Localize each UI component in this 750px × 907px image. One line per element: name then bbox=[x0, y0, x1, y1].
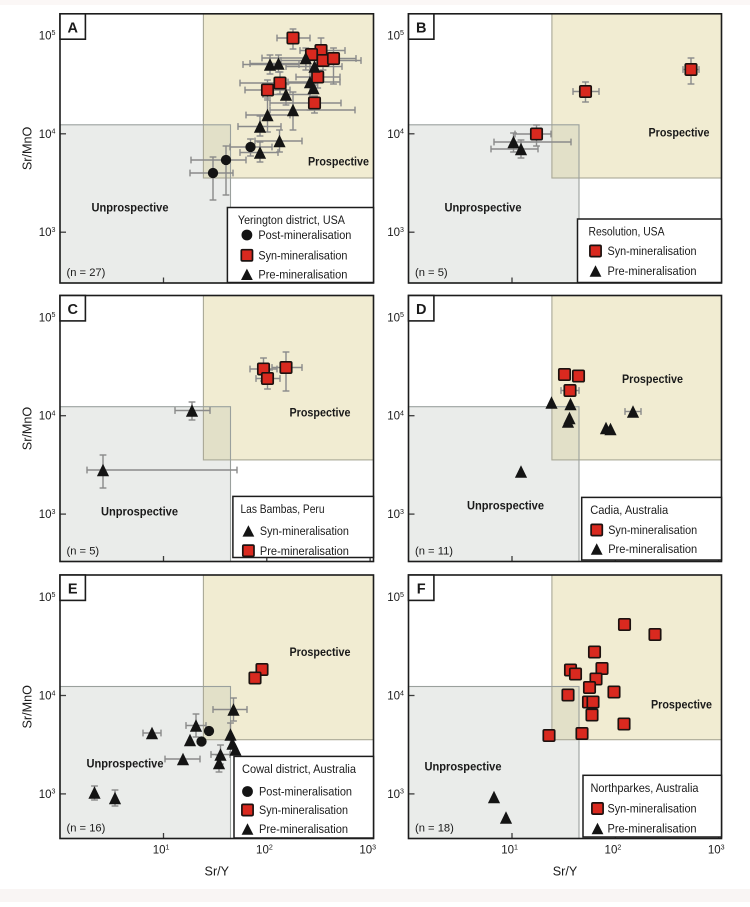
svg-text:Sr/Y: Sr/Y bbox=[205, 865, 230, 879]
svg-text:Cadia, Australia: Cadia, Australia bbox=[590, 503, 668, 517]
svg-text:104: 104 bbox=[39, 410, 56, 423]
svg-text:Unprospective: Unprospective bbox=[467, 499, 544, 513]
svg-text:(n = 18): (n = 18) bbox=[415, 823, 454, 835]
svg-text:F: F bbox=[417, 582, 426, 598]
svg-text:102: 102 bbox=[605, 843, 622, 856]
svg-text:B: B bbox=[416, 20, 426, 36]
svg-text:101: 101 bbox=[501, 843, 518, 856]
svg-text:105: 105 bbox=[39, 311, 56, 324]
svg-text:Prospective: Prospective bbox=[308, 155, 369, 169]
svg-text:Syn-mineralisation: Syn-mineralisation bbox=[258, 249, 347, 263]
svg-text:103: 103 bbox=[359, 843, 376, 856]
svg-text:Unprospective: Unprospective bbox=[87, 757, 164, 771]
svg-text:Las Bambas, Peru: Las Bambas, Peru bbox=[241, 502, 325, 516]
svg-text:105: 105 bbox=[387, 29, 404, 42]
svg-text:Pre-mineralisation: Pre-mineralisation bbox=[608, 542, 697, 556]
svg-text:Pre-mineralisation: Pre-mineralisation bbox=[260, 544, 349, 558]
svg-text:Unprospective: Unprospective bbox=[101, 505, 178, 519]
svg-text:Syn-mineralisation: Syn-mineralisation bbox=[608, 244, 697, 258]
svg-text:Pre-mineralisation: Pre-mineralisation bbox=[608, 264, 697, 278]
svg-text:Pre-mineralisation: Pre-mineralisation bbox=[259, 822, 348, 836]
svg-text:Sr/Y: Sr/Y bbox=[553, 865, 578, 879]
svg-text:103: 103 bbox=[387, 508, 404, 521]
svg-text:E: E bbox=[68, 582, 78, 598]
svg-text:Syn-mineralisation: Syn-mineralisation bbox=[260, 524, 349, 538]
svg-text:104: 104 bbox=[39, 689, 56, 702]
svg-text:Syn-mineralisation: Syn-mineralisation bbox=[608, 802, 697, 816]
svg-text:105: 105 bbox=[39, 29, 56, 42]
svg-text:Prospective: Prospective bbox=[651, 698, 712, 712]
svg-text:104: 104 bbox=[387, 410, 404, 423]
svg-text:(n = 11): (n = 11) bbox=[415, 546, 453, 558]
svg-text:103: 103 bbox=[708, 843, 725, 856]
svg-text:Sr/MnO: Sr/MnO bbox=[21, 685, 35, 729]
svg-text:Pre-mineralisation: Pre-mineralisation bbox=[608, 822, 697, 836]
svg-text:C: C bbox=[67, 302, 78, 318]
svg-text:Yerington district, USA: Yerington district, USA bbox=[238, 213, 346, 227]
svg-text:104: 104 bbox=[387, 128, 404, 141]
svg-text:Pre-mineralisation: Pre-mineralisation bbox=[258, 268, 347, 282]
svg-text:101: 101 bbox=[153, 843, 170, 856]
svg-text:104: 104 bbox=[39, 128, 56, 141]
svg-text:105: 105 bbox=[387, 591, 404, 604]
svg-text:A: A bbox=[67, 20, 78, 36]
svg-text:103: 103 bbox=[39, 508, 56, 521]
svg-text:103: 103 bbox=[387, 226, 404, 239]
svg-text:103: 103 bbox=[39, 226, 56, 239]
svg-text:Syn-mineralisation: Syn-mineralisation bbox=[259, 803, 348, 817]
svg-text:Post-mineralisation: Post-mineralisation bbox=[258, 228, 351, 242]
svg-text:102: 102 bbox=[256, 843, 273, 856]
svg-text:103: 103 bbox=[387, 788, 404, 801]
svg-text:(n = 27): (n = 27) bbox=[67, 267, 106, 279]
svg-text:(n = 5): (n = 5) bbox=[67, 546, 100, 558]
svg-text:Prospective: Prospective bbox=[649, 126, 710, 140]
svg-text:Sr/MnO: Sr/MnO bbox=[21, 407, 35, 451]
svg-text:Unprospective: Unprospective bbox=[425, 760, 502, 774]
svg-text:Resolution, USA: Resolution, USA bbox=[589, 225, 666, 239]
svg-text:Syn-mineralisation: Syn-mineralisation bbox=[608, 523, 697, 537]
svg-text:Cowal district, Australia: Cowal district, Australia bbox=[242, 762, 356, 776]
svg-text:104: 104 bbox=[387, 689, 404, 702]
svg-text:D: D bbox=[416, 302, 426, 318]
svg-text:Prospective: Prospective bbox=[622, 372, 683, 386]
svg-text:Northparkes, Australia: Northparkes, Australia bbox=[591, 781, 699, 795]
svg-text:105: 105 bbox=[387, 311, 404, 324]
svg-text:Prospective: Prospective bbox=[290, 645, 351, 659]
svg-text:103: 103 bbox=[39, 788, 56, 801]
svg-text:Post-mineralisation: Post-mineralisation bbox=[259, 785, 352, 799]
svg-text:Unprospective: Unprospective bbox=[92, 201, 169, 215]
svg-text:(n = 16): (n = 16) bbox=[67, 823, 106, 835]
svg-text:Unprospective: Unprospective bbox=[445, 201, 522, 215]
svg-text:(n = 5): (n = 5) bbox=[415, 267, 448, 279]
svg-text:105: 105 bbox=[39, 591, 56, 604]
svg-text:Sr/MnO: Sr/MnO bbox=[21, 127, 35, 171]
svg-text:Prospective: Prospective bbox=[290, 406, 351, 420]
